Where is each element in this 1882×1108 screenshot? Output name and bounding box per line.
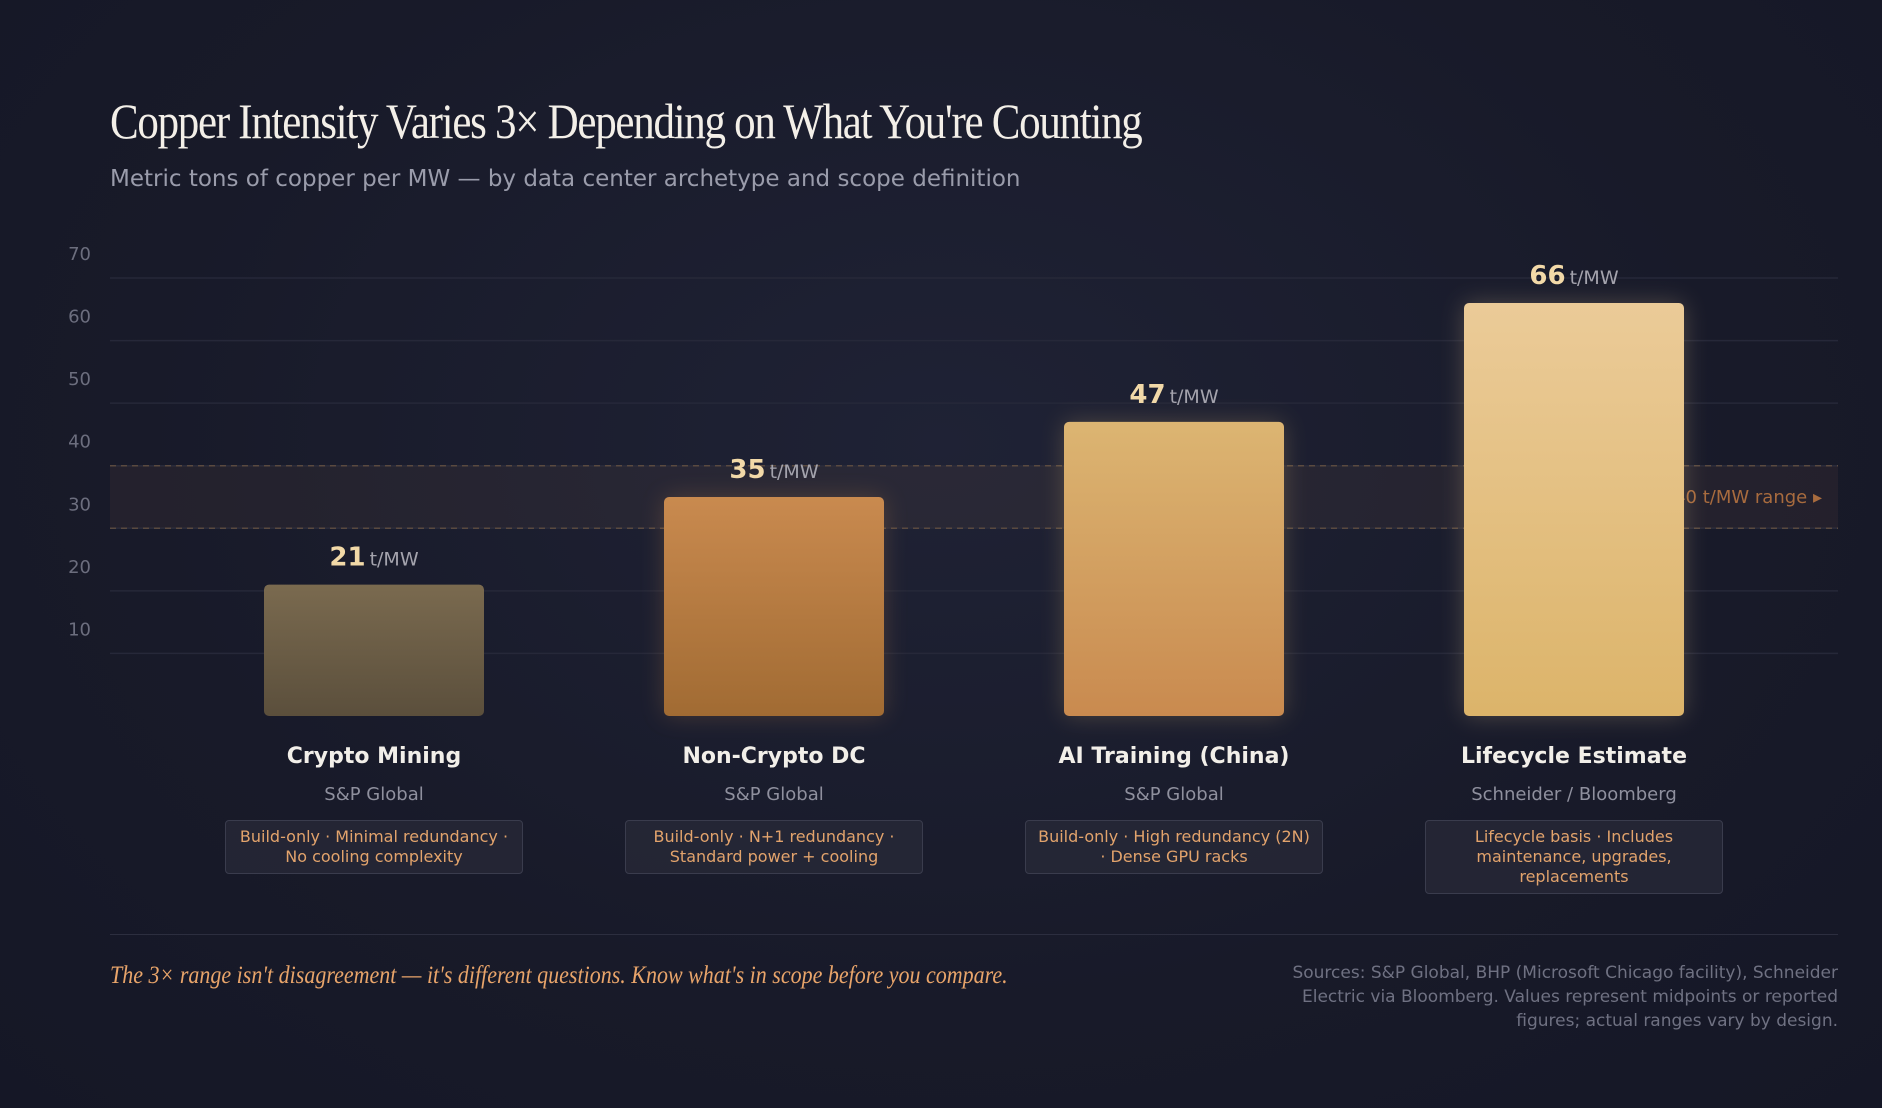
category-label: Crypto Mining [287,744,461,769]
value-label: 47 t/MW [1129,380,1218,410]
bar-crypto-mining [264,584,484,716]
y-tick-label: 50 [68,369,91,390]
chart-title: Copper Intensity Varies 3× Depending on … [110,93,1143,149]
bar-non-crypto-dc [664,497,884,716]
value-label: 21 t/MW [329,543,418,573]
category-label: Non-Crypto DC [682,744,865,769]
category-description: Build-only · N+1 redundancy · Standard p… [625,820,923,874]
bar-lifecycle-estimate [1464,303,1684,716]
value-label: 66 t/MW [1529,261,1618,291]
range-band-label: 30–40 t/MW range ▸ [1642,487,1822,508]
category-source: S&P Global [1124,784,1223,805]
y-tick-label: 40 [68,432,91,453]
category-source: Schneider / Bloomberg [1471,784,1677,805]
bar-ai-training-china [1064,421,1284,716]
category-label: AI Training (China) [1059,744,1290,769]
chart-subtitle: Metric tons of copper per MW — by data c… [110,166,1021,192]
sources-note: Sources: S&P Global, BHP (Microsoft Chic… [1292,963,1838,1031]
category-source: S&P Global [724,784,823,805]
category-description: Build-only · Minimal redundancy · No coo… [225,820,523,874]
footer-divider [110,934,1838,935]
y-tick-label: 20 [68,557,91,578]
y-tick-label: 70 [68,244,91,265]
category-source: S&P Global [324,784,423,805]
y-tick-label: 30 [68,494,91,515]
value-label: 35 t/MW [729,455,818,485]
footer-quote: The 3× range isn't disagreement — it's d… [110,962,1008,989]
category-description: Build-only · High redundancy (2N) · Dens… [1025,820,1323,874]
category-label: Lifecycle Estimate [1461,744,1687,769]
y-tick-label: 60 [68,307,91,328]
y-tick-label: 10 [68,619,91,640]
category-description: Lifecycle basis · Includes maintenance, … [1425,820,1723,894]
